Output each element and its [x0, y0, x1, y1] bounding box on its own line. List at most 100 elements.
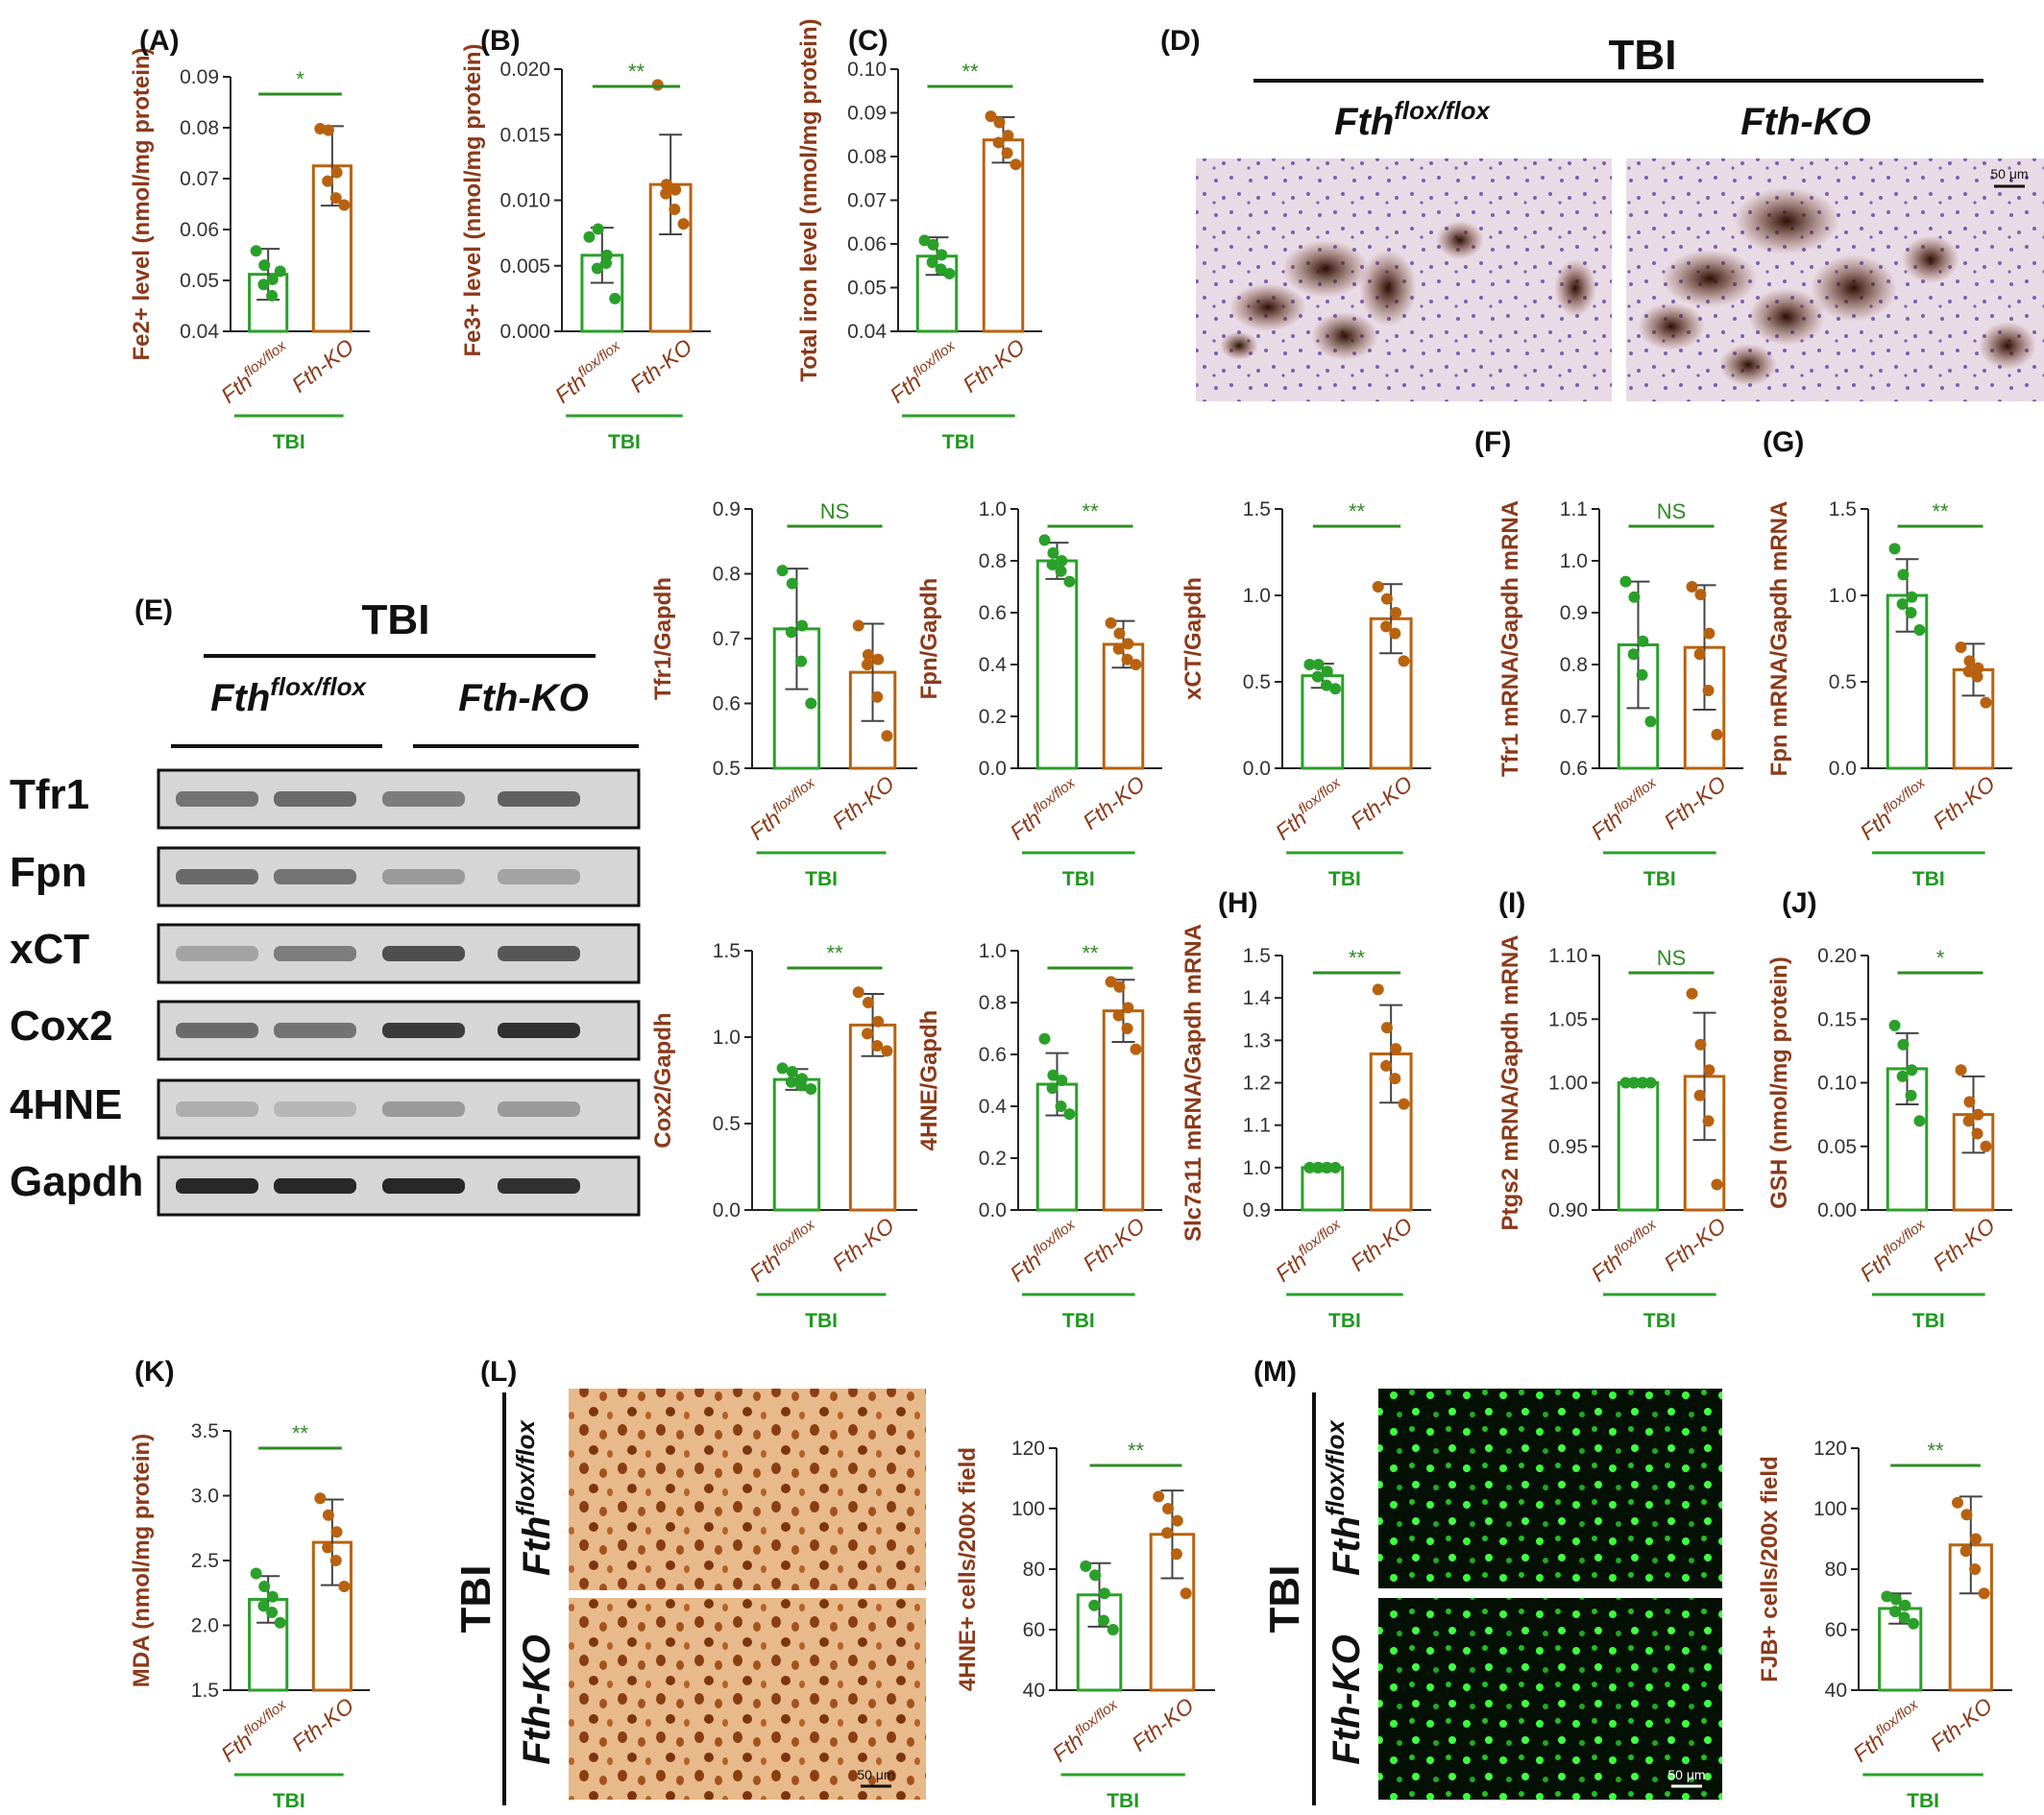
data-point: [258, 259, 271, 272]
y-tick-label: 2.0: [191, 1615, 219, 1637]
group-label: TBI: [1912, 1310, 1945, 1332]
y-tick-label: 0.05: [1817, 1136, 1857, 1158]
y-tick-label: 40: [1825, 1680, 1847, 1702]
y-tick-label: 0.010: [499, 190, 550, 212]
y-tick-label: 1.5: [1243, 498, 1271, 520]
data-point: [314, 1492, 327, 1505]
data-point: [1010, 158, 1022, 171]
category-label-flox: Fthflox/flox: [1586, 1216, 1666, 1286]
significance-label: **: [1128, 1439, 1145, 1463]
data-point: [1889, 1606, 1902, 1618]
category-label-flox: Fthflox/flox: [215, 1696, 295, 1766]
y-tick-label: 0.8: [713, 564, 741, 586]
blot-band: [382, 1178, 465, 1194]
data-point: [1122, 1002, 1134, 1014]
data-point: [591, 262, 603, 275]
y-tick-label: 3.5: [191, 1420, 219, 1442]
data-point: [257, 1600, 270, 1612]
category-label-ko: Fth-KO: [625, 334, 697, 398]
y-axis-title: Tfr1 mRNA/Gapdh mRNA: [1497, 500, 1523, 777]
data-point: [1897, 1038, 1910, 1051]
panel-d-scale-text: 50 μm: [1990, 166, 2028, 182]
data-point: [1107, 1624, 1119, 1635]
data-point: [1905, 607, 1917, 618]
category-label-flox: Fthflox/flox: [1270, 1216, 1350, 1286]
group-label: TBI: [942, 431, 975, 453]
data-point: [1694, 1038, 1707, 1051]
panel-label: (J): [1782, 887, 1817, 919]
group-label: TBI: [273, 1790, 305, 1812]
y-tick-label: 0.8: [979, 992, 1007, 1014]
data-point: [881, 1045, 893, 1057]
chart-8: 0.0 0.5 1.0 1.5 Fpn mRNA/Gapdh mRNA ** Fthflox…: [1763, 426, 2012, 890]
category-label-ko: Fth-KO: [958, 334, 1030, 398]
data-point: [274, 265, 286, 278]
data-point: [1380, 1059, 1393, 1072]
y-tick-label: 60: [1023, 1619, 1045, 1641]
y-tick-label: 120: [1813, 1438, 1847, 1460]
data-point: [1105, 617, 1117, 629]
data-point: [1963, 655, 1976, 667]
data-point: [258, 1581, 271, 1592]
y-tick-label: 1.0: [1243, 1157, 1271, 1179]
data-point: [1693, 1089, 1706, 1101]
blot-band: [274, 1101, 356, 1117]
y-tick-label: 1.5: [1829, 498, 1857, 520]
data-point: [1389, 1073, 1401, 1085]
chart-9: 0.0 0.5 1.0 1.5 Cox2/Gapdh ** Fthflox/flox Fth-…: [650, 940, 917, 1332]
chart-11: 0.9 1.0 1.1 1.2 1.3 1.4 1.5 Slc7a11 mRNA/Gapdh …: [1180, 887, 1431, 1332]
data-point: [1978, 1587, 1990, 1600]
data-point: [1063, 575, 1076, 588]
data-point: [1113, 980, 1126, 993]
y-tick-label: 3.0: [191, 1486, 219, 1508]
data-point: [1702, 1115, 1715, 1127]
data-point: [329, 192, 342, 205]
y-tick-label: 0.15: [1817, 1008, 1857, 1030]
y-tick-label: 0.10: [1817, 1073, 1857, 1095]
y-tick-label: 0.8: [1560, 654, 1588, 676]
significance-label: **: [1082, 499, 1099, 523]
category-label-ko: Fth-KO: [1346, 771, 1418, 835]
chart-14: 1.5 2.0 2.5 3.0 3.5 MDA (nmol/mg protein) ** Ft…: [129, 1356, 370, 1812]
blot-band: [498, 791, 580, 807]
blot-band: [176, 869, 258, 884]
chart-6: 0.0 0.5 1.0 1.5 xCT/Gapdh ** Fthflox/flox Fth-K…: [1180, 498, 1431, 890]
data-point: [776, 1062, 789, 1075]
y-tick-label: 0.04: [180, 321, 219, 343]
data-point: [609, 292, 621, 304]
y-tick-label: 0.020: [499, 59, 550, 81]
y-tick-label: 0.9: [1560, 602, 1588, 624]
group-label: TBI: [1062, 1310, 1095, 1332]
data-point: [1311, 1161, 1324, 1174]
y-tick-label: 0.6: [1560, 758, 1588, 780]
blot-band: [498, 1101, 580, 1117]
data-point: [1971, 670, 1983, 683]
data-point: [677, 218, 690, 230]
significance-label: **: [826, 941, 843, 965]
data-point: [669, 183, 682, 196]
data-point: [1063, 1108, 1076, 1121]
panel-l-scale-text: 50 μm: [857, 1767, 894, 1782]
panel-d: (D) TBI Fthflox/flox Fth-KO 50 μm: [1160, 25, 2044, 401]
panel-d-ko-title: Fth-KO: [1740, 101, 1871, 143]
category-label-ko: Fth-KO: [1659, 771, 1731, 835]
data-point: [322, 1541, 334, 1554]
data-point: [330, 1526, 343, 1538]
significance-label: NS: [1657, 499, 1687, 523]
y-tick-label: 0.04: [847, 321, 887, 343]
chart-3: 0.04 0.05 0.06 0.07 0.08 0.09 0.10 Total iron l…: [796, 18, 1042, 453]
data-point: [872, 1015, 885, 1028]
blot-label: Gapdh: [10, 1158, 143, 1205]
panel-label: (H): [1218, 887, 1258, 919]
panel-e-flox-title: Fthflox/flox: [210, 672, 367, 719]
data-point: [1694, 589, 1707, 601]
y-tick-label: 1.0: [979, 940, 1007, 962]
data-point: [1380, 620, 1393, 633]
category-label-flox: Fthflox/flox: [885, 337, 964, 407]
y-tick-label: 1.3: [1243, 1029, 1271, 1052]
data-point: [274, 1616, 286, 1629]
y-tick-label: 100: [1813, 1498, 1847, 1520]
data-point: [1881, 1590, 1893, 1603]
blot-row-cox2: Cox2: [10, 1000, 641, 1061]
panel-e-label: (E): [134, 594, 173, 626]
